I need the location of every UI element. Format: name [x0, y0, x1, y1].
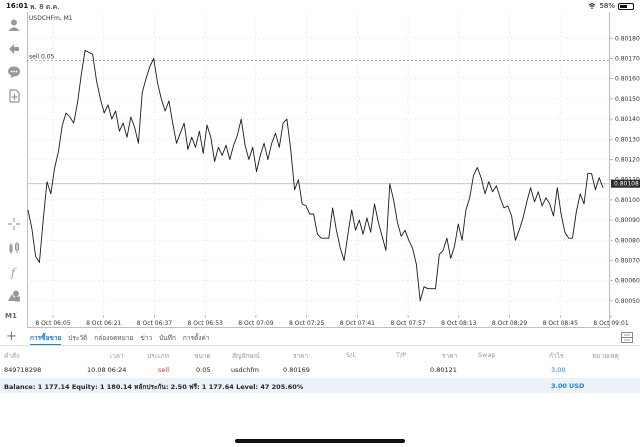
y-tick-label: 0.80080	[615, 237, 640, 244]
function-icon[interactable]: f	[5, 263, 22, 280]
y-tick-label: 0.80070	[615, 257, 640, 264]
type-cell: sell	[158, 366, 169, 374]
tab-4[interactable]: บันทึก	[159, 334, 176, 342]
order-cell: 849718298	[4, 366, 42, 374]
chart-area[interactable]	[27, 12, 610, 328]
x-tick-label: 8 Oct 06:05	[35, 320, 70, 327]
column-header[interactable]: หมายเหตุ	[592, 352, 619, 360]
column-header[interactable]: ขนาด	[194, 352, 211, 360]
home-indicator	[235, 439, 405, 443]
account-icon[interactable]	[5, 16, 22, 33]
quotes-arrows-icon[interactable]	[5, 39, 22, 56]
x-tick-label: 8 Oct 07:57	[390, 320, 425, 327]
price-series-line	[27, 49, 604, 302]
chart-symbol-title: USDCHFm, M1	[29, 15, 73, 22]
column-header[interactable]: เวลา	[110, 352, 124, 360]
column-header[interactable]: สัญลักษณ์	[232, 352, 260, 360]
column-header[interactable]: ราคา	[442, 352, 458, 360]
battery-percent: 58%	[599, 2, 615, 10]
x-tick-label: 8 Oct 08:45	[543, 320, 578, 327]
y-tick-label: 0.80170	[615, 55, 640, 62]
tab-2[interactable]: กล่องจดหมาย	[94, 334, 134, 342]
chart-toolbar: f M1	[0, 12, 27, 328]
add-icon[interactable]: +	[6, 329, 17, 344]
sell-level-label: sell 0.05	[29, 53, 55, 60]
x-tick-label: 8 Oct 07:09	[238, 320, 273, 327]
status-bar: 16:01 พ. 8 ต.ค. 58%	[0, 0, 640, 12]
panel-toggle-icon[interactable]	[621, 332, 633, 343]
tab-5[interactable]: การตั้งค่า	[182, 334, 210, 342]
y-tick-label: 0.80060	[615, 278, 640, 285]
y-tick-label: 0.80130	[615, 136, 640, 143]
indicators-icon[interactable]	[5, 239, 22, 256]
current-price-cell: 0.80121	[430, 366, 457, 374]
balance-total: 3.00	[551, 382, 568, 390]
crosshair-icon[interactable]	[5, 215, 22, 232]
x-tick-label: 8 Oct 06:37	[137, 320, 172, 327]
tab-3[interactable]: ข่าว	[140, 334, 153, 342]
chat-icon[interactable]	[5, 63, 22, 80]
new-order-icon[interactable]	[5, 87, 22, 104]
open-price-cell: 0.80169	[283, 366, 310, 374]
status-date: พ. 8 ต.ค.	[30, 3, 60, 11]
svg-text:f: f	[10, 266, 17, 279]
y-tick-label: 0.80050	[615, 298, 640, 305]
x-tick-label: 8 Oct 07:25	[289, 320, 324, 327]
current-price-badge	[611, 179, 640, 188]
column-header[interactable]: คำสั่ง	[4, 352, 20, 360]
column-header[interactable]: ราคา	[293, 352, 309, 360]
column-header[interactable]: Swap	[478, 351, 496, 359]
current-price-label: 0.80108	[614, 181, 639, 188]
profit-cell: 3.00	[551, 366, 566, 374]
x-tick-label: 8 Oct 06:53	[188, 320, 223, 327]
trade-table-header: คำสั่ง เวลา ประเภท ขนาด สัญลักษณ์ ราคา S/L T/P ร…	[0, 348, 640, 362]
y-tick-label: 0.80120	[615, 156, 640, 163]
x-tick-label: 8 Oct 08:13	[441, 320, 476, 327]
column-header[interactable]: T/P	[396, 351, 407, 359]
objects-icon[interactable]	[5, 287, 22, 304]
y-tick-label: 0.80150	[615, 96, 640, 103]
column-header[interactable]: กำไร	[549, 352, 564, 360]
balance-text: Balance: 1 177.14 Equity: 1 180.14 หลักป…	[4, 383, 304, 391]
x-tick-label: 8 Oct 07:41	[340, 320, 375, 327]
balance-bar: Balance: 1 177.14 Equity: 1 180.14 หลักป…	[0, 378, 640, 393]
status-time: 16:01	[6, 2, 29, 10]
x-tick-label: 8 Oct 06:21	[86, 320, 121, 327]
x-tick-label: 8 Oct 08:29	[492, 320, 527, 327]
column-header[interactable]: S/L	[346, 351, 356, 359]
balance-currency: USD	[569, 382, 585, 390]
timeframe-button[interactable]: M1	[5, 312, 17, 320]
price-chart: 0.80180 0.80170 0.80160 0.80150 0.80140 0.801…	[27, 12, 640, 327]
symbol-cell: usdchfm	[231, 366, 259, 374]
time-cell: 10.08 06:24	[87, 366, 127, 374]
battery-icon	[618, 2, 634, 10]
tab-1[interactable]: ประวัติ	[68, 334, 88, 342]
y-tick-label: 0.80160	[615, 76, 640, 83]
bottom-tab-bar: + การซื้อขาย ประวัติ กล่องจดหมาย ข่าว บันทึก…	[0, 329, 640, 346]
y-tick-label: 0.80180	[615, 35, 640, 42]
column-header[interactable]: ประเภท	[147, 352, 169, 360]
tab-0[interactable]: การซื้อขาย	[30, 333, 62, 345]
y-tick-label: 0.80140	[615, 116, 640, 123]
y-tick-label: 0.80090	[615, 217, 640, 224]
y-tick-label: 0.80100	[615, 197, 640, 204]
table-row[interactable]: 849718298 10.08 06:24 sell 0.05 usdchfm …	[0, 363, 640, 377]
wifi-icon	[589, 3, 596, 9]
x-tick-label: 8 Oct 09:01	[593, 320, 628, 327]
volume-cell: 0.05	[196, 366, 211, 374]
